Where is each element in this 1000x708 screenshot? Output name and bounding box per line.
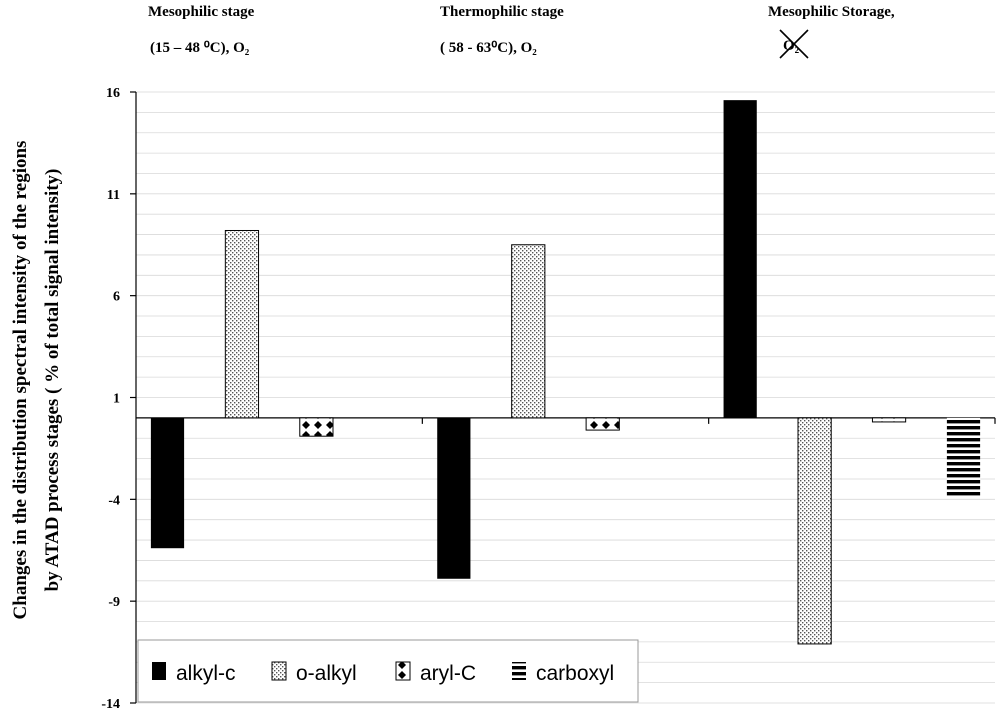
stage-condition-2: ( 58 - 63⁰C), O₂ xyxy=(440,40,537,56)
stage-title-1: Mesophilic stage xyxy=(148,4,255,20)
y-tick-label: 16 xyxy=(106,86,120,101)
legend-label-carboxyl: carboxyl xyxy=(536,662,614,685)
bar-o-alkyl-1 xyxy=(224,229,260,419)
y-tick-label: -14 xyxy=(101,697,120,708)
bar-aryl-c-3 xyxy=(871,417,907,423)
bar-carboxyl-3 xyxy=(946,417,981,498)
bar-alkyl-c-1 xyxy=(150,417,185,549)
bar-o-alkyl-3 xyxy=(797,417,832,645)
legend-label-o-alkyl: o-alkyl xyxy=(296,662,357,685)
legend-label-aryl-c: aryl-C xyxy=(420,662,476,685)
legend-swatch-alkyl-c xyxy=(152,662,166,680)
stage-title-2: Thermophilic stage xyxy=(440,4,564,20)
bar-aryl-c-2 xyxy=(585,417,620,431)
bar-o-alkyl-2 xyxy=(511,244,546,419)
legend-box xyxy=(137,639,639,703)
stage-condition-1: (15 – 48 ⁰C), O₂ xyxy=(150,40,250,56)
bar-aryl-c-1 xyxy=(299,417,334,437)
stage-title-3: Mesophilic Storage, xyxy=(768,4,895,20)
bar-alkyl-c-2 xyxy=(437,417,471,579)
y-axis-title-line2: by ATAD process stages ( % of total sign… xyxy=(42,169,63,592)
crossed-out-mark xyxy=(779,29,809,59)
legend-swatch-o-alkyl xyxy=(271,661,287,681)
y-tick-label: -4 xyxy=(108,493,120,508)
legend: alkyl-c o-alkyl aryl-C carboxyl xyxy=(137,639,639,703)
bar-alkyl-c-3 xyxy=(723,100,757,418)
y-tick-label: 11 xyxy=(107,188,120,203)
legend-swatch-carboxyl xyxy=(512,662,526,680)
legend-label-alkyl-c: alkyl-c xyxy=(176,662,236,685)
legend-swatch-aryl-c xyxy=(395,661,411,681)
y-tick-label: 1 xyxy=(113,392,120,407)
y-tick-label: 6 xyxy=(113,290,120,305)
y-axis-title-line1: Changes in the distribution spectral int… xyxy=(10,141,31,620)
y-tick-label: -9 xyxy=(108,595,120,610)
